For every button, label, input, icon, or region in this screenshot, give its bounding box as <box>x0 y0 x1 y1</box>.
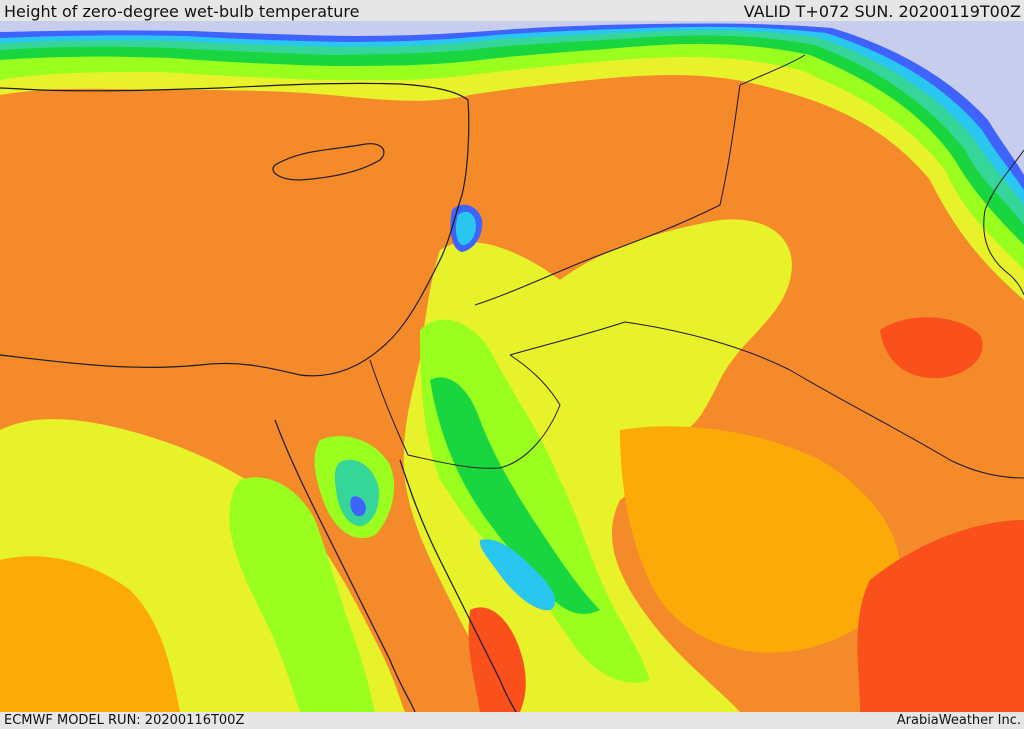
footer-bar: ECMWF MODEL RUN: 20200116T00Z ArabiaWeat… <box>0 712 1024 729</box>
band-blue-sinai <box>350 496 366 517</box>
band-green-jordan <box>430 377 600 614</box>
border-syria-iraq <box>474 54 806 306</box>
band-cyan-lebanon <box>455 211 476 246</box>
map-area <box>0 21 1024 712</box>
band-lavender-north <box>0 21 1024 175</box>
map-title: Height of zero-degree wet-bulb temperatu… <box>4 2 360 21</box>
band-amber-west <box>0 556 180 712</box>
band-amber-east <box>620 426 900 653</box>
band-yellow-syria <box>560 219 792 433</box>
border-jordan-saudi <box>509 321 1024 479</box>
band-yellow-north <box>0 21 1024 300</box>
band-lime-jordan <box>420 319 650 683</box>
coastline-cyprus <box>272 143 385 181</box>
band-lime-egypt <box>229 477 375 712</box>
coastline-mediterranean <box>0 82 470 377</box>
band-red-southeast <box>857 520 1024 712</box>
credit-label: ArabiaWeather Inc. <box>896 713 1021 728</box>
map-canvas <box>0 21 1024 712</box>
band-red-redsea <box>468 607 526 712</box>
band-red-iraq <box>880 317 983 379</box>
coastline-red-sea-east <box>399 459 517 712</box>
band-cyan-jordan <box>479 539 556 611</box>
valid-time-label: VALID T+072 SUN. 20200119T00Z <box>743 2 1021 21</box>
border-egypt-israel <box>369 354 561 469</box>
model-run-label: ECMWF MODEL RUN: 20200116T00Z <box>4 713 245 728</box>
border-persian-gulf <box>983 149 1024 296</box>
coastline-red-sea-west <box>274 419 416 712</box>
band-teal-sinai <box>334 459 380 527</box>
header-bar: Height of zero-degree wet-bulb temperatu… <box>0 0 1024 21</box>
